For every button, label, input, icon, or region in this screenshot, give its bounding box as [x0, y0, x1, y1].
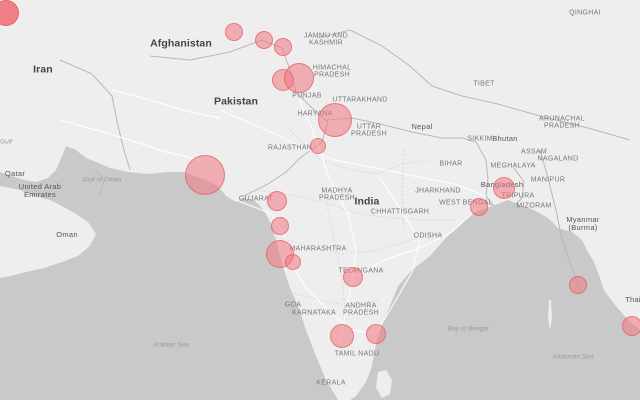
label-maharashtra: MAHARASHTRA	[289, 245, 347, 253]
label-gulfoman: Gulf of Oman	[82, 176, 122, 184]
label-bhutan: Bhutan	[492, 134, 518, 144]
label-westbengal: WEST BENGAL	[439, 199, 493, 207]
data-bubble-b7[interactable]	[318, 103, 352, 137]
label-bihar: BIHAR	[439, 160, 463, 168]
label-qatar: Qatar	[4, 169, 26, 179]
label-goa: GOA	[284, 301, 302, 309]
data-bubble-b20[interactable]	[622, 316, 640, 336]
state-borders	[255, 129, 456, 321]
label-iran: Iran	[33, 63, 53, 76]
label-bayofbengal: Bay of Bengal	[447, 325, 489, 333]
data-bubble-b6[interactable]	[284, 63, 314, 93]
label-punjab: PUNJAB	[292, 92, 322, 100]
data-bubble-b1[interactable]	[0, 0, 19, 26]
label-andhra: ANDHRA PRADESH	[343, 302, 379, 317]
label-tha: Thai	[625, 295, 640, 305]
label-qinghai: QINGHAI	[569, 9, 601, 17]
label-madhyapradesh: MADHYA PRADESH	[319, 187, 355, 202]
label-gulf: Gulf	[0, 138, 12, 146]
label-uttarpradesh: UTTAR PRADESH	[351, 123, 387, 138]
data-bubble-b15[interactable]	[330, 324, 354, 348]
data-bubble-b18[interactable]	[493, 177, 515, 199]
label-arunachal: ARUNACHAL PRADESH	[539, 115, 585, 130]
label-tripura: TRIPURA	[501, 192, 535, 200]
data-bubble-b8[interactable]	[310, 138, 326, 154]
data-bubble-b14[interactable]	[343, 267, 363, 287]
data-bubble-b2[interactable]	[225, 23, 243, 41]
data-bubble-b17[interactable]	[470, 198, 488, 216]
label-meghalaya: MEGHALAYA	[490, 162, 536, 170]
label-arabiansea: Arabian Sea	[153, 341, 189, 349]
qatar-peninsula	[14, 158, 22, 174]
data-bubble-b16[interactable]	[366, 324, 386, 344]
label-oman: Oman	[56, 230, 78, 240]
label-tibet: TIBET	[473, 80, 495, 88]
label-chhattisgarh: CHHATTISGARH	[370, 208, 430, 216]
label-myanmar: Myanmar (Burma)	[566, 215, 600, 232]
label-odisha: ODISHA	[413, 232, 443, 240]
andaman-islands	[548, 300, 552, 330]
sri-lanka	[376, 370, 392, 398]
arabian-peninsula	[0, 186, 96, 278]
data-bubble-b11[interactable]	[271, 217, 289, 235]
label-kerala: KERALA	[316, 379, 346, 387]
label-pakistan: Pakistan	[214, 95, 258, 108]
data-bubble-b4[interactable]	[274, 38, 292, 56]
data-bubble-b13[interactable]	[285, 254, 301, 270]
label-rajasthan: RAJASTHAN	[267, 144, 313, 152]
label-nagaland: NAGALAND	[537, 155, 579, 163]
label-jharkhand: JHARKHAND	[415, 187, 461, 195]
data-bubble-b19[interactable]	[569, 276, 587, 294]
label-uttarakhand: UTTARAKHAND	[332, 96, 388, 104]
label-himachal: HIMACHAL PRADESH	[312, 64, 352, 79]
label-manipur: MANIPUR	[530, 176, 566, 184]
label-mizoram: MIZORAM	[516, 202, 552, 210]
label-assam: ASSAM	[520, 148, 548, 156]
label-haryana: HARYANA	[297, 110, 333, 118]
label-sikkim: SIKKIM	[467, 135, 493, 143]
label-gujarat: GUJARAT	[238, 195, 274, 203]
label-afghanistan: Afghanistan	[150, 37, 212, 50]
label-jammu: JAMMU AND KASHMIR	[304, 32, 348, 47]
data-bubble-b9[interactable]	[185, 155, 225, 195]
data-bubble-b10[interactable]	[267, 191, 287, 211]
label-nepal: Nepal	[411, 122, 433, 132]
label-andamansea: Andaman Sea	[552, 353, 594, 361]
label-karnataka: KARNATAKA	[291, 309, 337, 317]
data-bubble-b3[interactable]	[255, 31, 273, 49]
label-india: India	[354, 195, 380, 208]
label-uae: United Arab Emirates	[18, 182, 62, 199]
label-tamilnadu: TAMIL NADU	[334, 350, 380, 358]
